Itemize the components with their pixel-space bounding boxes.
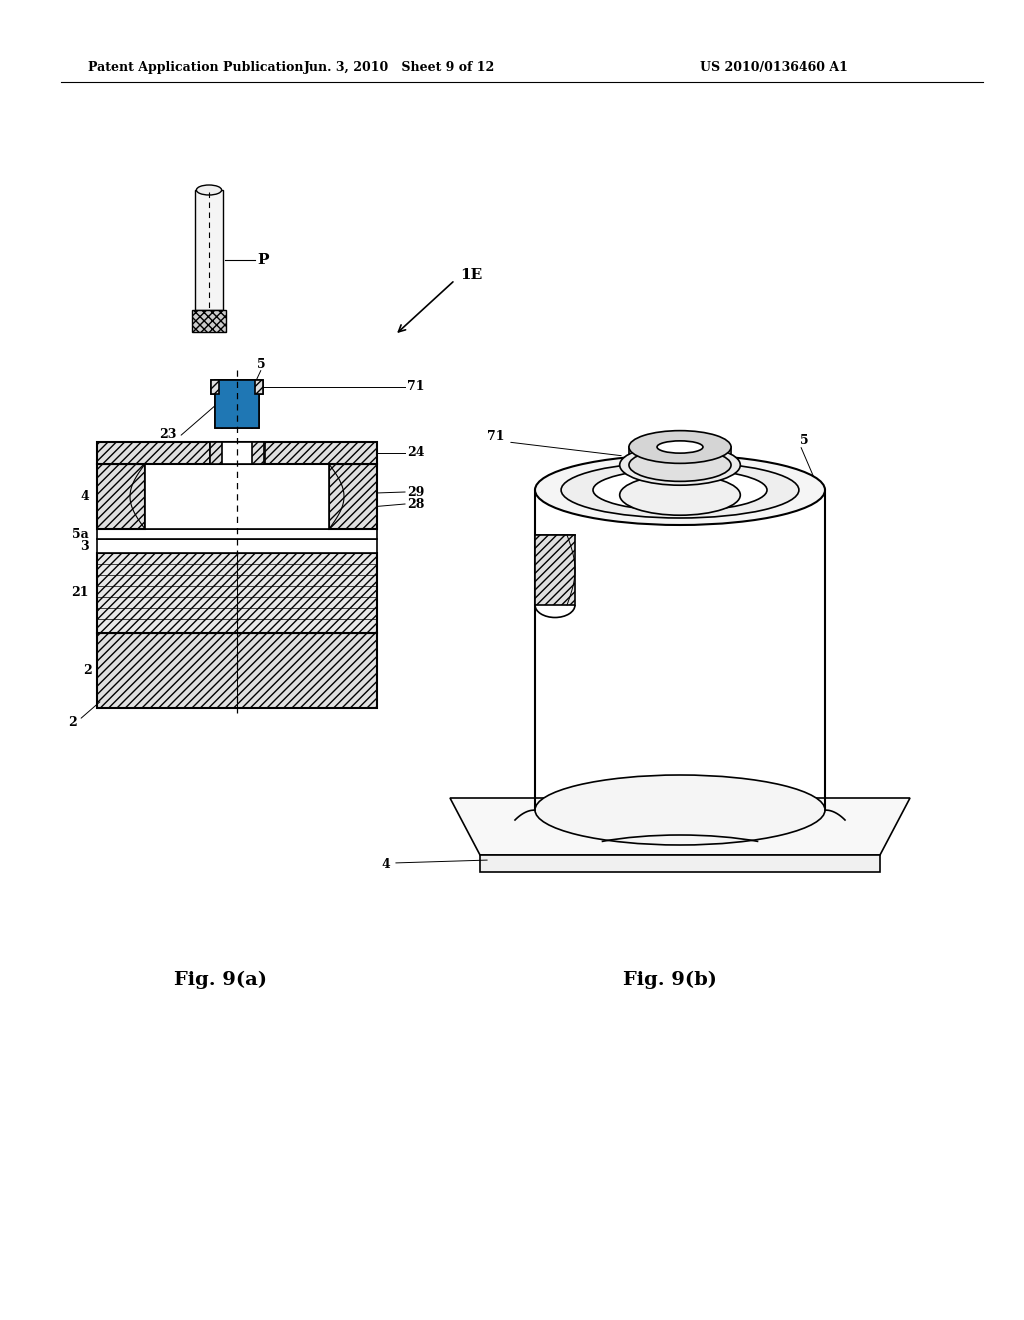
Ellipse shape xyxy=(629,449,731,482)
Bar xyxy=(97,442,377,465)
Text: 5a: 5a xyxy=(73,528,89,540)
Ellipse shape xyxy=(620,475,740,515)
Text: 2: 2 xyxy=(69,717,77,730)
Text: 71: 71 xyxy=(487,430,505,444)
Bar xyxy=(211,380,219,393)
Ellipse shape xyxy=(197,185,221,195)
Polygon shape xyxy=(450,799,910,855)
Text: 4: 4 xyxy=(381,858,390,871)
Ellipse shape xyxy=(629,430,731,463)
Ellipse shape xyxy=(561,462,799,517)
Bar xyxy=(210,442,265,465)
Text: 1E: 1E xyxy=(460,268,482,282)
Polygon shape xyxy=(480,855,880,873)
Ellipse shape xyxy=(620,445,740,486)
Text: Jun. 3, 2010   Sheet 9 of 12: Jun. 3, 2010 Sheet 9 of 12 xyxy=(304,62,496,74)
Ellipse shape xyxy=(657,441,702,453)
Text: 21: 21 xyxy=(72,586,89,599)
Text: P: P xyxy=(257,253,268,267)
Bar xyxy=(193,310,226,333)
Text: US 2010/0136460 A1: US 2010/0136460 A1 xyxy=(700,62,848,74)
Bar xyxy=(215,380,259,428)
Text: 28: 28 xyxy=(407,498,424,511)
Text: 24: 24 xyxy=(407,446,425,459)
Bar xyxy=(97,634,377,708)
Text: Patent Application Publication: Patent Application Publication xyxy=(88,62,303,74)
Ellipse shape xyxy=(535,455,825,525)
Bar xyxy=(215,380,222,428)
Bar xyxy=(195,190,223,310)
Bar xyxy=(210,442,222,465)
Text: 3: 3 xyxy=(80,540,89,553)
Bar xyxy=(97,529,377,539)
Bar xyxy=(145,465,329,529)
Text: 2: 2 xyxy=(83,664,92,676)
Ellipse shape xyxy=(535,775,825,845)
Text: 29: 29 xyxy=(407,486,424,499)
Bar xyxy=(222,380,252,428)
Bar xyxy=(255,380,263,393)
Bar xyxy=(211,380,263,393)
Text: 23: 23 xyxy=(160,428,177,441)
Bar xyxy=(535,535,575,605)
Bar xyxy=(252,380,259,428)
Bar xyxy=(97,553,377,634)
Text: Fig. 9(a): Fig. 9(a) xyxy=(173,972,266,989)
Text: 5: 5 xyxy=(257,359,265,371)
Bar xyxy=(97,539,377,553)
Bar xyxy=(97,465,145,529)
Bar xyxy=(329,465,377,529)
Text: 71: 71 xyxy=(407,380,425,393)
Text: 4: 4 xyxy=(80,490,89,503)
Text: Fig. 9(b): Fig. 9(b) xyxy=(623,972,717,989)
Bar xyxy=(252,442,264,465)
Text: 5: 5 xyxy=(800,433,809,446)
Ellipse shape xyxy=(593,469,767,511)
